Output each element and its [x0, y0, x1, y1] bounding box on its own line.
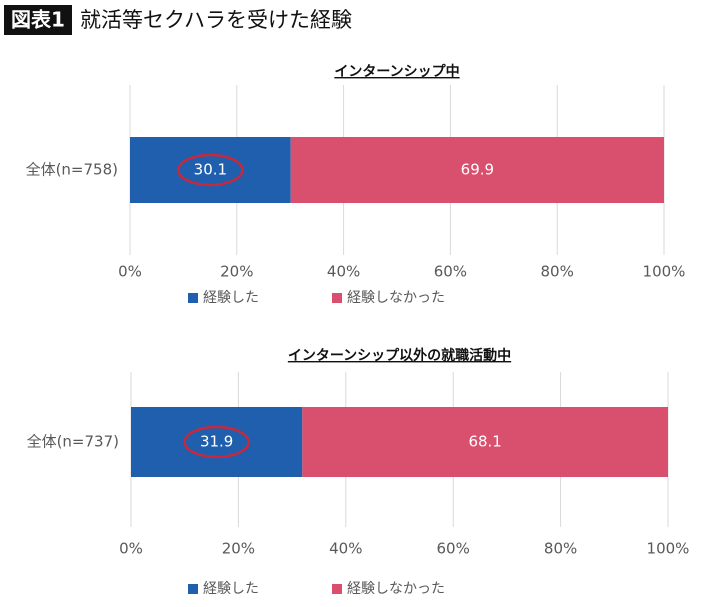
value-label: 69.9: [461, 161, 494, 179]
x-tick-label: 0%: [119, 540, 143, 558]
legend-swatch: [188, 584, 198, 594]
bar-segment: [131, 407, 303, 477]
x-tick-label: 60%: [437, 540, 470, 558]
highlight-ellipse: [177, 153, 244, 187]
x-tick-label: 100%: [647, 540, 690, 558]
category-label: 全体(n=758): [26, 161, 118, 179]
legend-swatch: [332, 584, 342, 594]
legend-swatch: [332, 293, 342, 303]
figure-title: 就活等セクハラを受けた経験: [80, 8, 352, 32]
x-tick-label: 40%: [327, 263, 360, 281]
figure-label: 図表1: [11, 8, 65, 32]
x-tick-label: 20%: [220, 263, 253, 281]
legend-label: 経験しなかった: [347, 290, 445, 306]
legend-swatch: [188, 293, 198, 303]
bar-segment: [130, 137, 291, 203]
x-tick-label: 60%: [434, 263, 467, 281]
bar-segment: [302, 407, 668, 477]
x-tick-label: 40%: [329, 540, 362, 558]
value-label: 31.9: [200, 433, 233, 451]
x-tick-label: 20%: [222, 540, 255, 558]
chart-title: インターンシップ中: [334, 63, 459, 80]
x-tick-label: 100%: [643, 263, 686, 281]
legend-label: 経験しなかった: [347, 581, 445, 597]
x-tick-label: 80%: [541, 263, 574, 281]
category-label: 全体(n=737): [27, 433, 119, 451]
value-label: 30.1: [194, 161, 227, 179]
x-tick-label: 0%: [118, 263, 142, 281]
bar-segment: [290, 137, 664, 203]
x-tick-label: 80%: [544, 540, 577, 558]
legend-label: 経験した: [203, 581, 259, 597]
figure-label-box: [4, 5, 72, 35]
highlight-ellipse: [183, 425, 250, 459]
legend-label: 経験した: [203, 290, 259, 306]
value-label: 68.1: [468, 433, 501, 451]
chart-title: インターンシップ以外の就職活動中: [288, 347, 511, 364]
